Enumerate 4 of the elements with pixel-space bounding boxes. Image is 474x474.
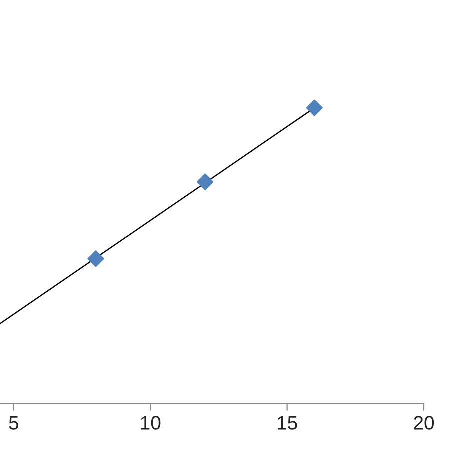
x-tick-label: 5 [9,416,19,430]
x-tick-label: 20 [414,416,434,430]
x-tick-label: 15 [278,416,298,430]
x-tick-label: 10 [141,416,161,430]
